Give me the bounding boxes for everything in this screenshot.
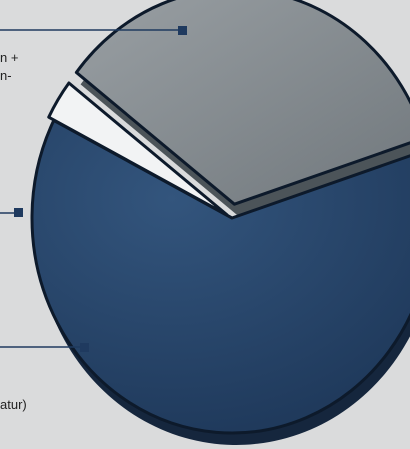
label-navy-line2: n- <box>0 68 12 83</box>
leader-marker-gray <box>80 343 89 352</box>
leader-lines <box>0 26 187 352</box>
label-navy-line1: n + <box>0 50 19 65</box>
leader-marker-navy <box>178 26 187 35</box>
pie-slice-white <box>47 81 229 217</box>
pie-slices <box>30 0 410 445</box>
label-gray-line1: atur) <box>0 397 27 412</box>
leader-marker-white <box>14 208 23 217</box>
pie-slice-navy <box>30 118 410 435</box>
